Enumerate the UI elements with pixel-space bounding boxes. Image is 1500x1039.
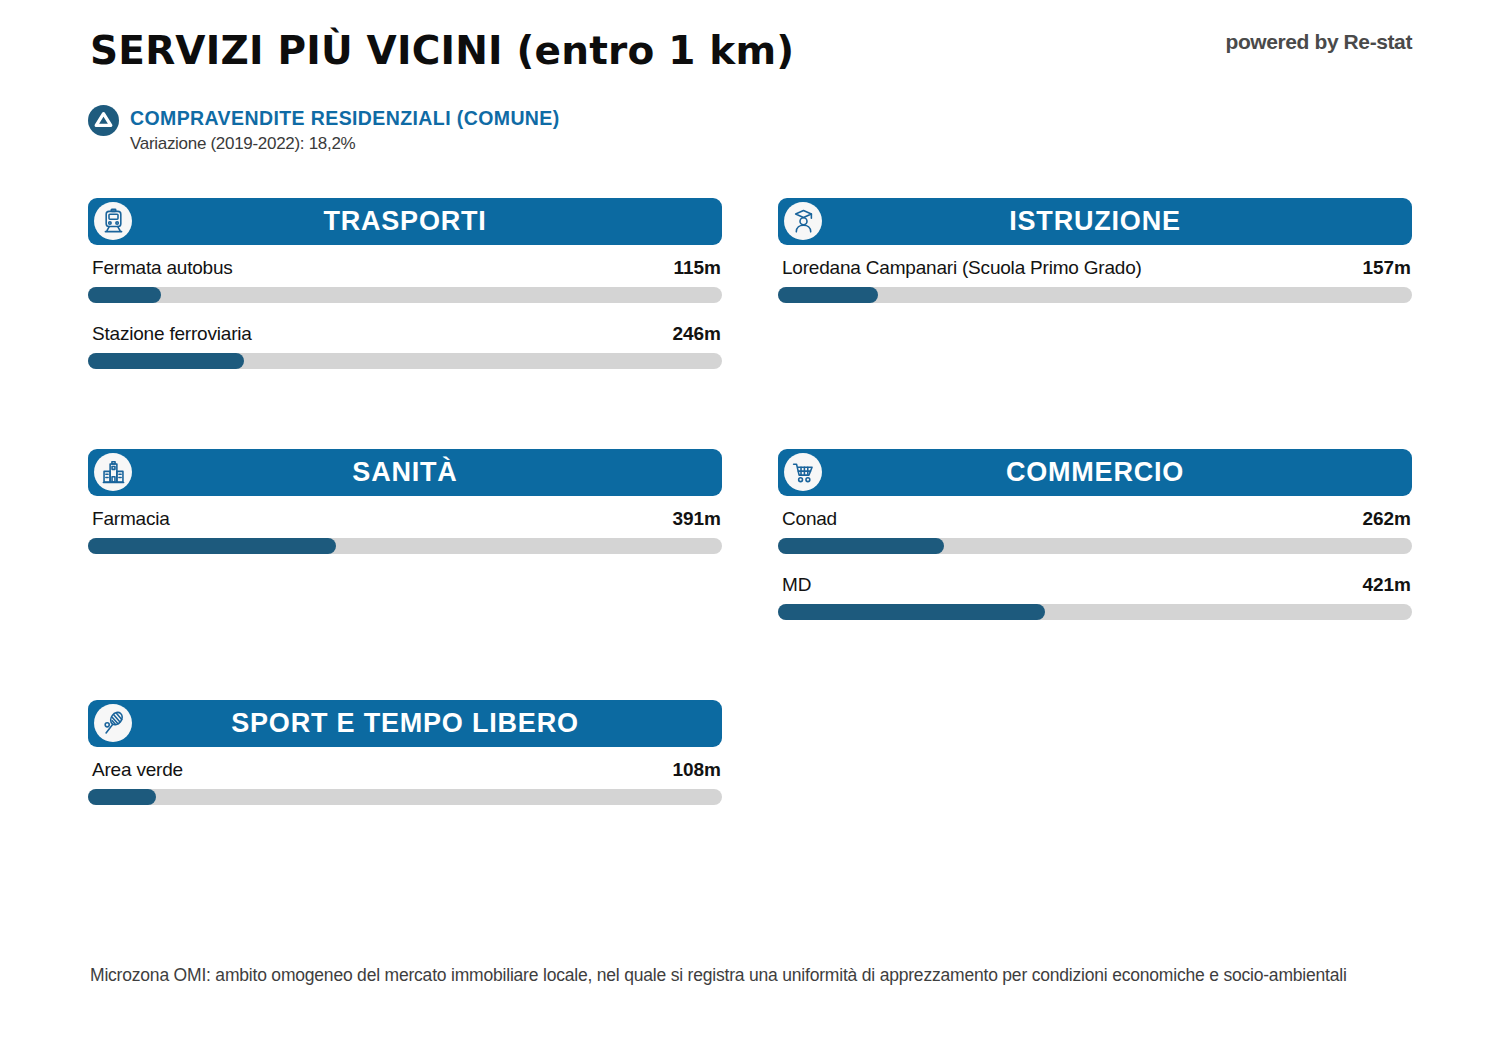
distance-bar	[778, 604, 1412, 620]
distance-bar-fill	[88, 353, 244, 369]
distance-bar-fill	[778, 538, 944, 554]
service-label: MD	[782, 574, 811, 596]
distance-bar-fill	[88, 538, 336, 554]
distance-bar	[88, 538, 722, 554]
shopping-cart-icon	[784, 453, 822, 491]
hospital-icon	[94, 453, 132, 491]
card-istruzione: ISTRUZIONE Loredana Campanari (Scuola Pr…	[778, 198, 1412, 303]
sales-summary-text: COMPRAVENDITE RESIDENZIALI (COMUNE) Vari…	[130, 105, 560, 154]
service-row: Fermata autobus 115m	[88, 257, 722, 303]
service-label: Farmacia	[92, 508, 170, 530]
service-label: Area verde	[92, 759, 183, 781]
card-trasporti-header: TRASPORTI	[88, 198, 722, 245]
card-sport: SPORT E TEMPO LIBERO Area verde 108m	[88, 700, 722, 805]
card-sport-rows: Area verde 108m	[88, 759, 722, 805]
distance-bar	[88, 287, 722, 303]
distance-bar-fill	[778, 287, 878, 303]
service-row: Farmacia 391m	[88, 508, 722, 554]
card-commercio-header: COMMERCIO	[778, 449, 1412, 496]
sales-summary: COMPRAVENDITE RESIDENZIALI (COMUNE) Vari…	[88, 105, 560, 154]
service-distance: 157m	[1362, 257, 1411, 279]
card-sanita-title: SANITÀ	[88, 457, 722, 488]
student-icon	[784, 202, 822, 240]
report-page: SERVIZI PIÙ VICINI (entro 1 km) powered …	[0, 0, 1500, 1039]
service-row: Conad 262m	[778, 508, 1412, 554]
service-label: Conad	[782, 508, 837, 530]
card-sanita-header: SANITÀ	[88, 449, 722, 496]
service-label: Loredana Campanari (Scuola Primo Grado)	[782, 257, 1142, 279]
card-istruzione-rows: Loredana Campanari (Scuola Primo Grado) …	[778, 257, 1412, 303]
service-distance: 108m	[672, 759, 721, 781]
service-row: Stazione ferroviaria 246m	[88, 323, 722, 369]
distance-bar	[778, 538, 1412, 554]
card-sport-header: SPORT E TEMPO LIBERO	[88, 700, 722, 747]
service-cards-grid: TRASPORTI Fermata autobus 115m Stazione …	[88, 198, 1412, 805]
service-row: Loredana Campanari (Scuola Primo Grado) …	[778, 257, 1412, 303]
microzona-footnote: Microzona OMI: ambito omogeneo del merca…	[90, 962, 1450, 988]
card-sanita: SANITÀ Farmacia 391m	[88, 449, 722, 554]
tennis-racket-icon	[94, 704, 132, 742]
service-label: Stazione ferroviaria	[92, 323, 252, 345]
distance-bar-fill	[88, 287, 161, 303]
train-icon	[94, 202, 132, 240]
card-commercio: COMMERCIO Conad 262m MD 421m	[778, 449, 1412, 620]
service-distance: 391m	[672, 508, 721, 530]
distance-bar	[88, 789, 722, 805]
distance-bar-fill	[778, 604, 1045, 620]
card-sanita-rows: Farmacia 391m	[88, 508, 722, 554]
card-commercio-title: COMMERCIO	[778, 457, 1412, 488]
sales-summary-title: COMPRAVENDITE RESIDENZIALI (COMUNE)	[130, 107, 560, 130]
service-distance: 421m	[1362, 574, 1411, 596]
distance-bar	[778, 287, 1412, 303]
sales-summary-variation: Variazione (2019-2022): 18,2%	[130, 134, 560, 154]
card-istruzione-title: ISTRUZIONE	[778, 206, 1412, 237]
distance-bar-fill	[88, 789, 156, 805]
card-commercio-rows: Conad 262m MD 421m	[778, 508, 1412, 620]
service-distance: 246m	[672, 323, 721, 345]
card-trasporti-title: TRASPORTI	[88, 206, 722, 237]
trend-up-icon	[88, 105, 119, 140]
card-trasporti: TRASPORTI Fermata autobus 115m Stazione …	[88, 198, 722, 369]
distance-bar	[88, 353, 722, 369]
card-sport-title: SPORT E TEMPO LIBERO	[88, 708, 722, 739]
service-distance: 262m	[1362, 508, 1411, 530]
page-title: SERVIZI PIÙ VICINI (entro 1 km)	[90, 28, 794, 73]
service-label: Fermata autobus	[92, 257, 233, 279]
card-trasporti-rows: Fermata autobus 115m Stazione ferroviari…	[88, 257, 722, 369]
card-istruzione-header: ISTRUZIONE	[778, 198, 1412, 245]
service-distance: 115m	[673, 257, 721, 279]
service-row: Area verde 108m	[88, 759, 722, 805]
service-row: MD 421m	[778, 574, 1412, 620]
powered-by-label: powered by Re-stat	[1225, 30, 1412, 54]
